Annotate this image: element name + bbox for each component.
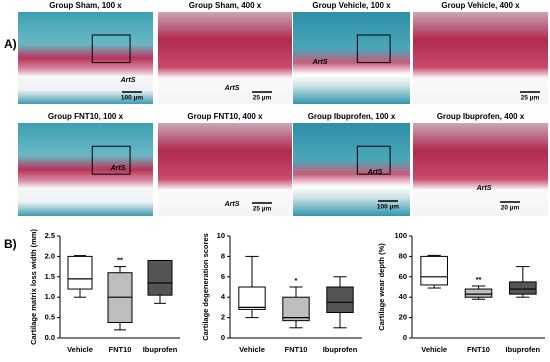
inset-box	[356, 145, 391, 175]
box	[464, 288, 493, 298]
micrograph	[18, 12, 153, 104]
structure-label: ArtS	[224, 85, 240, 92]
scale-label: 25 µm	[253, 206, 272, 213]
y-axis-label: Cartilage matrix loss width (mm)	[29, 229, 38, 345]
image-title: Group Sham, 100 x	[49, 1, 122, 10]
y-tick-label: 2.5	[45, 231, 55, 240]
micrograph	[158, 123, 292, 216]
structure-label: ArtS	[367, 169, 383, 176]
structure-label: ArtS	[224, 201, 240, 208]
micrograph	[18, 123, 153, 216]
y-tick-label: 60	[399, 272, 407, 281]
x-tick-label: Vehicle	[239, 345, 265, 354]
micrograph	[158, 12, 292, 104]
significance: **	[117, 256, 123, 265]
y-tick-label: 100	[394, 231, 407, 240]
y-tick-label: 10	[217, 231, 225, 240]
y-tick-label: 20	[399, 313, 407, 322]
image-title: Group FNT10, 400 x	[187, 112, 263, 121]
image-title: Group Vehicle, 100 x	[312, 1, 391, 10]
y-tick-label: 8	[221, 251, 225, 260]
box	[420, 255, 448, 286]
y-tick-label: 6	[221, 272, 225, 281]
significance: *	[295, 276, 298, 285]
x-tick-label: Ibuprofen	[143, 345, 178, 354]
significance: **	[476, 275, 482, 284]
x-tick-label: Ibuprofen	[506, 345, 541, 354]
structure-label: ArtS	[120, 77, 136, 84]
scale-label: 100 µm	[121, 95, 143, 102]
x-tick-label: FNT10	[467, 345, 490, 354]
y-tick-label: 40	[399, 292, 407, 301]
micrograph	[413, 123, 548, 216]
panel-label: A)	[4, 37, 17, 51]
image-title: Group Ibuprofen, 400 x	[437, 112, 525, 121]
y-tick-label: 1.5	[45, 272, 55, 281]
y-tick-label: 0.5	[45, 313, 55, 322]
scale-label: 20 µm	[501, 205, 520, 212]
y-tick-label: 4	[221, 292, 226, 301]
y-tick-label: 1.0	[45, 292, 55, 301]
box-plots: 0.0 0.5 1.0 1.5 2.0 2.5 Cartilage matrix loss …	[29, 229, 545, 354]
micrograph	[413, 12, 548, 104]
image-title: Group Sham, 400 x	[189, 1, 262, 10]
y-axis-label: Cartilage wear depth (%)	[377, 243, 386, 331]
x-tick-label: FNT10	[285, 345, 308, 354]
scale-label: 100 µm	[377, 204, 399, 211]
y-tick-label: 2	[221, 313, 225, 322]
box	[147, 259, 173, 296]
image-title: Group Ibuprofen, 100 x	[308, 112, 396, 121]
y-tick-label: 0.0	[45, 333, 55, 342]
scale-label: 25 µm	[521, 95, 540, 102]
y-tick-label: 2.0	[45, 251, 55, 260]
y-tick-label: 80	[399, 251, 407, 260]
y-tick-label: 0	[221, 333, 225, 342]
micrograph	[293, 123, 410, 216]
scale-label: 25 µm	[253, 95, 272, 102]
y-tick-label: 0	[403, 333, 407, 342]
y-axis-label: Cartilage degeneration scores	[201, 233, 210, 341]
panel-label: B)	[4, 237, 17, 251]
x-tick-label: Vehicle	[67, 345, 93, 354]
box	[326, 286, 354, 313]
structure-label: ArtS	[110, 165, 126, 172]
micrograph-grid: Group Sham, 100 x ArtS 100 µm Group Sham, 4…	[18, 1, 548, 216]
x-tick-label: FNT10	[109, 345, 132, 354]
inset-box	[91, 145, 131, 175]
structure-label: ArtS	[476, 185, 492, 192]
image-title: Group Vehicle, 400 x	[441, 1, 520, 10]
box	[67, 255, 93, 290]
micrograph	[293, 12, 410, 104]
x-tick-label: Ibuprofen	[323, 345, 358, 354]
box	[238, 286, 266, 310]
structure-label: ArtS	[312, 59, 328, 66]
image-title: Group FNT10, 100 x	[48, 112, 124, 121]
box	[509, 281, 537, 295]
inset-box	[356, 34, 391, 64]
box	[282, 296, 310, 322]
x-tick-label: Vehicle	[421, 345, 447, 354]
inset-box	[91, 34, 131, 64]
